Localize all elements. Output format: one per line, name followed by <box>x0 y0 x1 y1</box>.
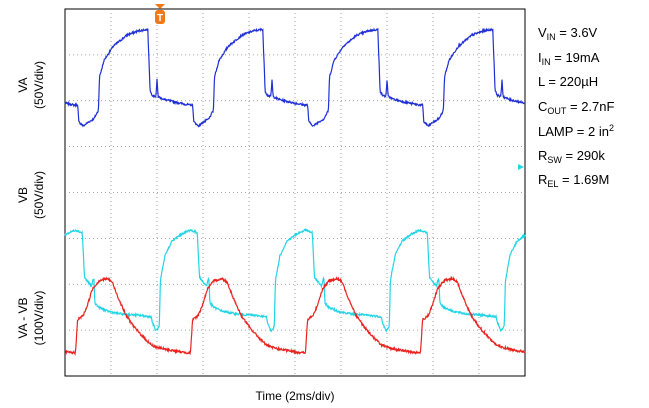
y-label-channel-1: VA <box>16 77 30 92</box>
parameter-row: RSW = 290k <box>538 149 614 174</box>
grid <box>65 9 525 376</box>
trace-vb <box>64 227 526 333</box>
parameter-name: R <box>538 172 548 187</box>
traces <box>64 27 526 356</box>
parameter-name: R <box>538 147 548 163</box>
parameter-row: COUT = 2.7nF <box>538 100 614 125</box>
parameter-name: LAMP = 2 in <box>538 124 609 139</box>
y-label-scale-3: (100V/div) <box>32 291 46 346</box>
y-label-scale-2: (50V/div) <box>32 171 46 219</box>
x-axis-label: Time (2ms/div) <box>256 389 335 403</box>
level-marker-icon <box>518 164 524 170</box>
trigger-marker: T <box>155 4 165 24</box>
parameter-subscript: EL <box>547 179 559 189</box>
parameter-value: = 2.7nF <box>566 98 615 114</box>
trace-va-vb <box>64 275 526 356</box>
parameter-subscript: SW <box>547 154 562 165</box>
parameter-subscript: IN <box>546 32 556 42</box>
y-axis-labels: VA (50V/div)VB (50V/div)VA - VB (100V/div) <box>16 61 46 345</box>
y-label-scale-1: (50V/div) <box>32 61 46 109</box>
parameter-subscript: OUT <box>547 105 567 116</box>
parameter-name: I <box>538 49 542 65</box>
parameter-row: LAMP = 2 in2 <box>538 124 614 149</box>
parameter-row: L = 220µH <box>538 75 614 100</box>
parameter-name: L = 220µH <box>538 74 599 89</box>
parameter-row: IIN = 19mA <box>538 51 614 76</box>
parameter-value: = 3.6V <box>555 25 598 40</box>
parameter-value: = 290k <box>561 147 605 163</box>
y-label-channel-3: VA - VB <box>16 297 30 338</box>
parameter-superscript: 2 <box>608 123 614 133</box>
parameter-value: = 1.69M <box>558 172 610 187</box>
parameter-subscript: IN <box>541 56 551 67</box>
trigger-marker-label: T <box>157 13 163 24</box>
parameter-row: VIN = 3.6V <box>538 26 614 51</box>
parameter-name: V <box>538 25 547 40</box>
parameter-list: VIN = 3.6V IIN = 19mA L = 220µH COUT = 2.7n… <box>538 26 614 198</box>
parameter-row: REL = 1.69M <box>538 173 614 198</box>
parameter-name: C <box>538 98 548 114</box>
y-label-channel-2: VB <box>16 187 30 203</box>
trace-va <box>64 27 526 128</box>
parameter-value: = 19mA <box>550 49 600 65</box>
